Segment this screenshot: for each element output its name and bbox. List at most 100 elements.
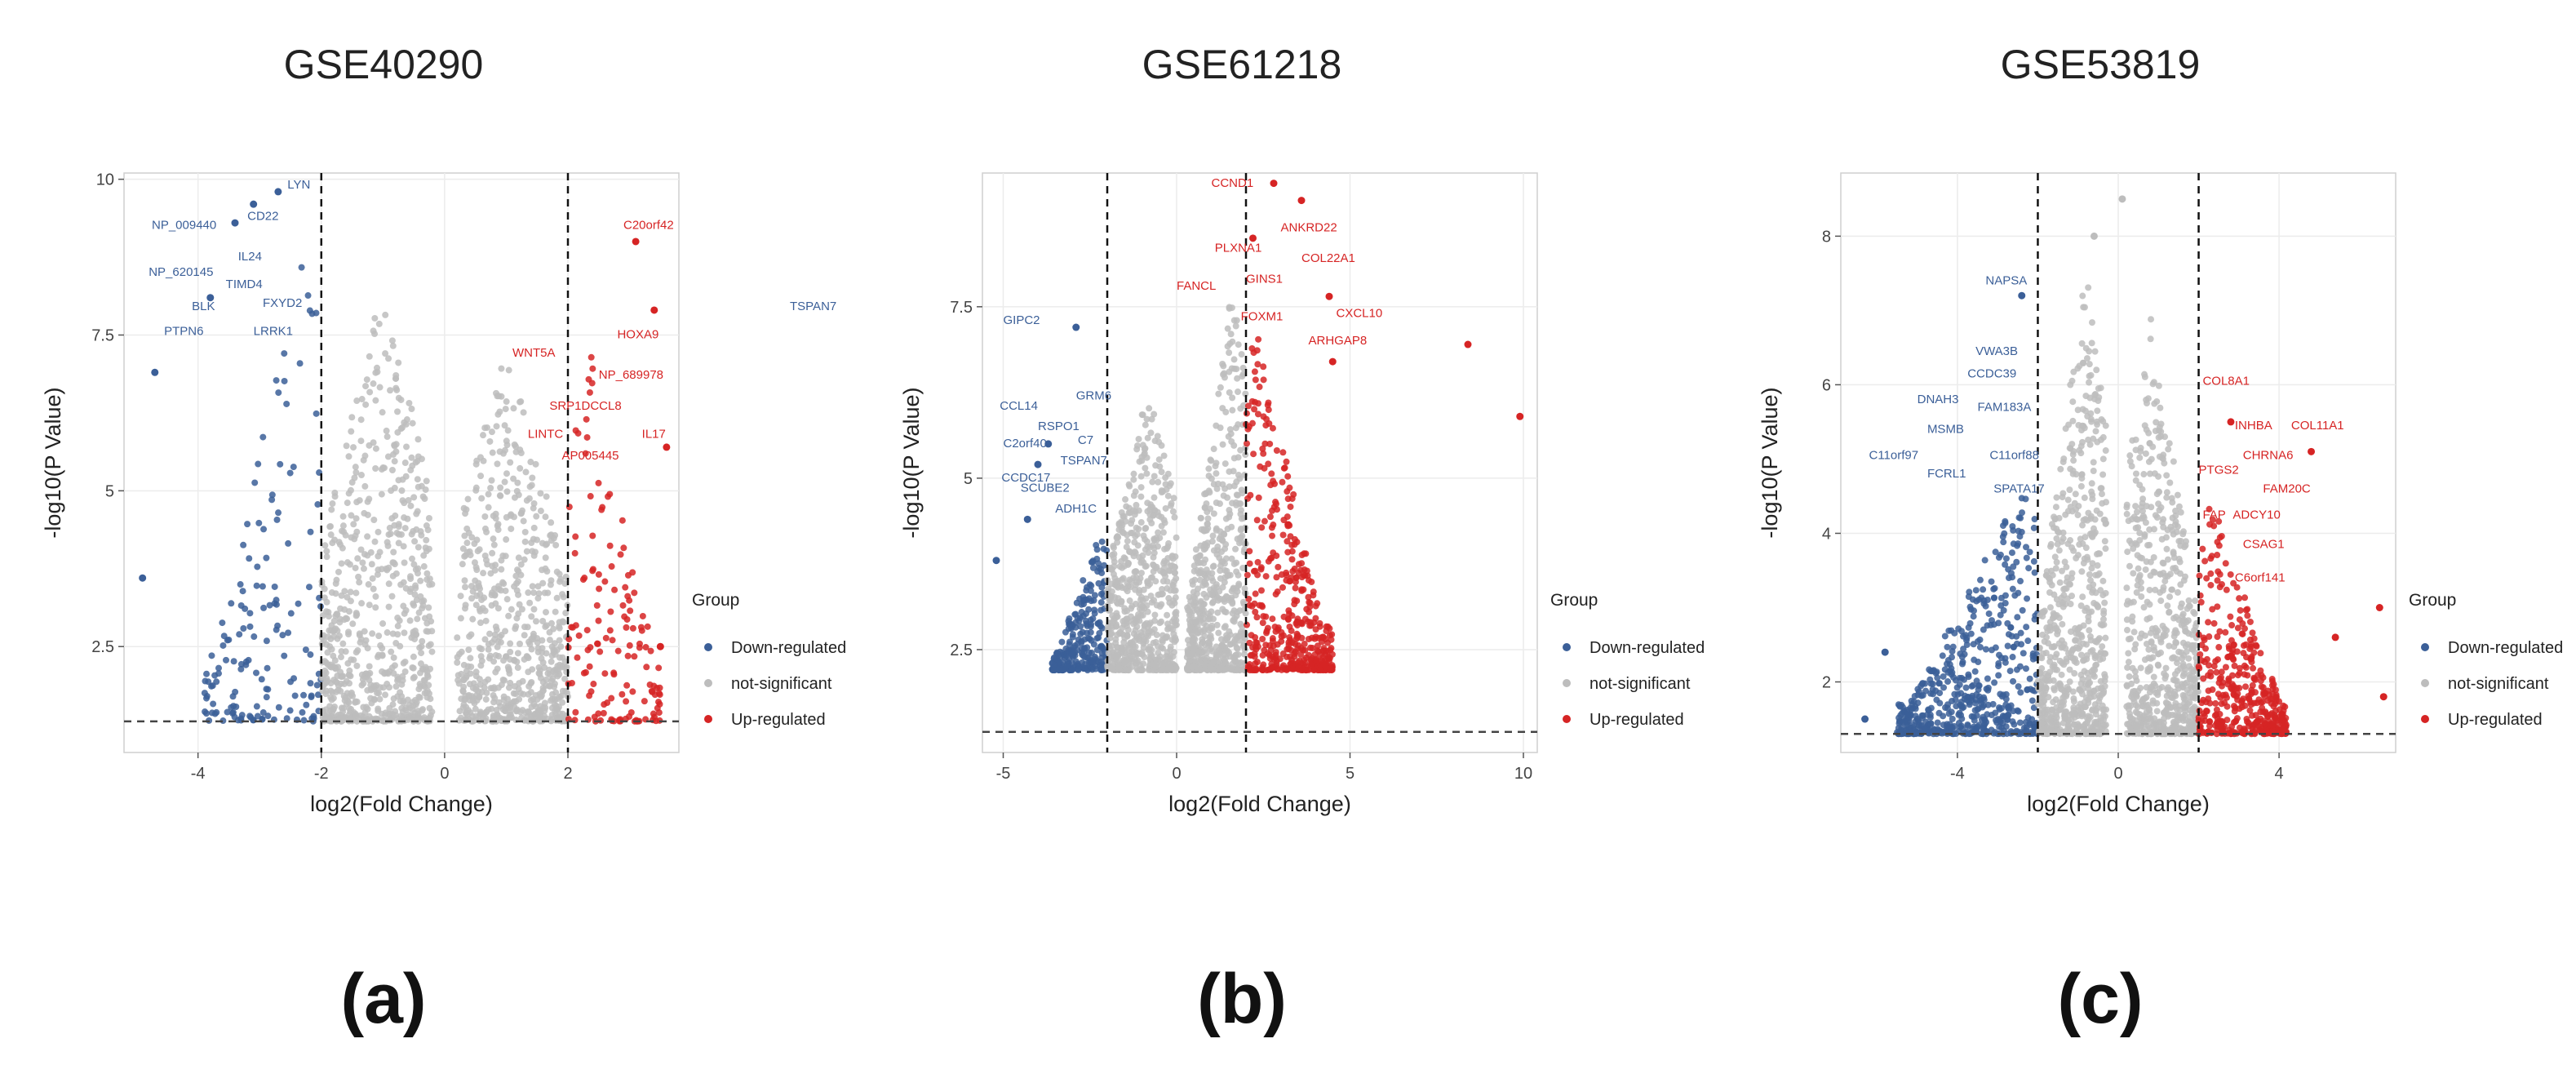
data-point <box>595 617 602 624</box>
data-point <box>1216 535 1223 543</box>
data-point <box>285 629 292 637</box>
data-point <box>1063 662 1071 669</box>
data-point <box>1190 562 1198 570</box>
data-point <box>390 654 397 661</box>
data-point <box>1995 672 2002 679</box>
data-point <box>2088 319 2095 326</box>
data-point <box>2063 563 2070 570</box>
data-point <box>527 459 534 466</box>
data-point <box>1248 651 1256 659</box>
data-point <box>2001 530 2008 537</box>
data-point <box>386 704 393 712</box>
data-point <box>552 541 560 548</box>
data-point <box>2063 578 2070 585</box>
data-point <box>497 492 504 499</box>
data-point <box>2002 561 2009 568</box>
y-tick-label: 5 <box>964 470 973 488</box>
data-point <box>1268 470 1275 477</box>
data-point <box>1955 625 1962 633</box>
data-point <box>1911 692 1918 699</box>
data-point <box>1171 666 1178 673</box>
data-point <box>409 664 416 671</box>
data-point <box>1128 530 1136 537</box>
data-point <box>493 423 500 430</box>
data-point <box>2102 447 2109 455</box>
data-point <box>2004 642 2011 650</box>
data-point <box>1978 730 1985 737</box>
data-point <box>1209 598 1217 606</box>
data-point <box>2070 457 2077 464</box>
data-point <box>1126 548 1133 555</box>
data-point <box>510 475 517 482</box>
data-point <box>2026 548 2033 556</box>
data-point <box>406 617 414 624</box>
data-point <box>1158 468 1165 476</box>
data-point <box>619 517 626 524</box>
data-point <box>498 365 505 372</box>
data-point <box>2090 468 2097 475</box>
data-point <box>2101 517 2108 524</box>
data-point <box>1170 495 1177 502</box>
data-point <box>2051 654 2059 661</box>
data-point <box>472 705 479 712</box>
data-point <box>587 353 595 361</box>
data-point <box>423 536 430 544</box>
data-point <box>1265 460 1272 468</box>
data-point <box>2077 671 2085 678</box>
gene-label: GRM6 <box>1076 388 1111 402</box>
data-point <box>647 647 654 655</box>
data-point <box>1301 641 1308 648</box>
data-point <box>2002 517 2009 525</box>
data-point <box>401 629 408 637</box>
data-point <box>353 611 361 619</box>
data-point <box>1071 610 1079 618</box>
data-point <box>2082 720 2090 727</box>
data-point <box>2019 509 2026 517</box>
data-point <box>517 398 524 406</box>
data-point <box>410 628 417 636</box>
data-point <box>2071 670 2078 677</box>
data-point <box>458 695 465 703</box>
data-point <box>2060 455 2068 463</box>
data-point <box>208 682 215 690</box>
data-point <box>1125 504 1133 512</box>
data-point <box>385 564 392 571</box>
data-point <box>2017 629 2024 637</box>
data-point <box>1158 644 1165 651</box>
data-point <box>274 188 282 196</box>
data-point <box>663 443 671 451</box>
data-point <box>1298 560 1306 567</box>
data-point <box>2066 666 2073 673</box>
data-point <box>1142 563 1149 570</box>
data-point <box>345 608 352 615</box>
data-point <box>533 513 540 520</box>
data-point <box>345 628 352 636</box>
data-point <box>2097 621 2104 628</box>
data-point <box>408 406 415 413</box>
data-point <box>223 656 230 664</box>
data-point <box>1133 568 1140 575</box>
data-point <box>1113 534 1120 541</box>
data-point <box>1295 570 1302 577</box>
data-point <box>379 668 386 675</box>
data-point <box>2053 494 2060 501</box>
data-point <box>1287 637 1294 644</box>
data-point <box>1203 566 1210 574</box>
data-point <box>313 309 320 317</box>
data-point <box>307 528 314 535</box>
data-point <box>2068 441 2076 448</box>
data-point <box>2103 499 2110 506</box>
data-point <box>1927 720 1935 727</box>
data-point <box>384 629 391 637</box>
data-point <box>415 453 422 460</box>
data-point <box>2005 631 2012 638</box>
data-point <box>1252 398 1259 406</box>
data-point <box>502 702 509 709</box>
data-point <box>2079 710 2086 717</box>
data-point <box>1949 724 1956 731</box>
data-point <box>2079 292 2086 300</box>
data-point <box>2098 491 2105 498</box>
data-point <box>530 589 538 597</box>
data-point <box>494 605 502 612</box>
data-point <box>1226 349 1233 357</box>
